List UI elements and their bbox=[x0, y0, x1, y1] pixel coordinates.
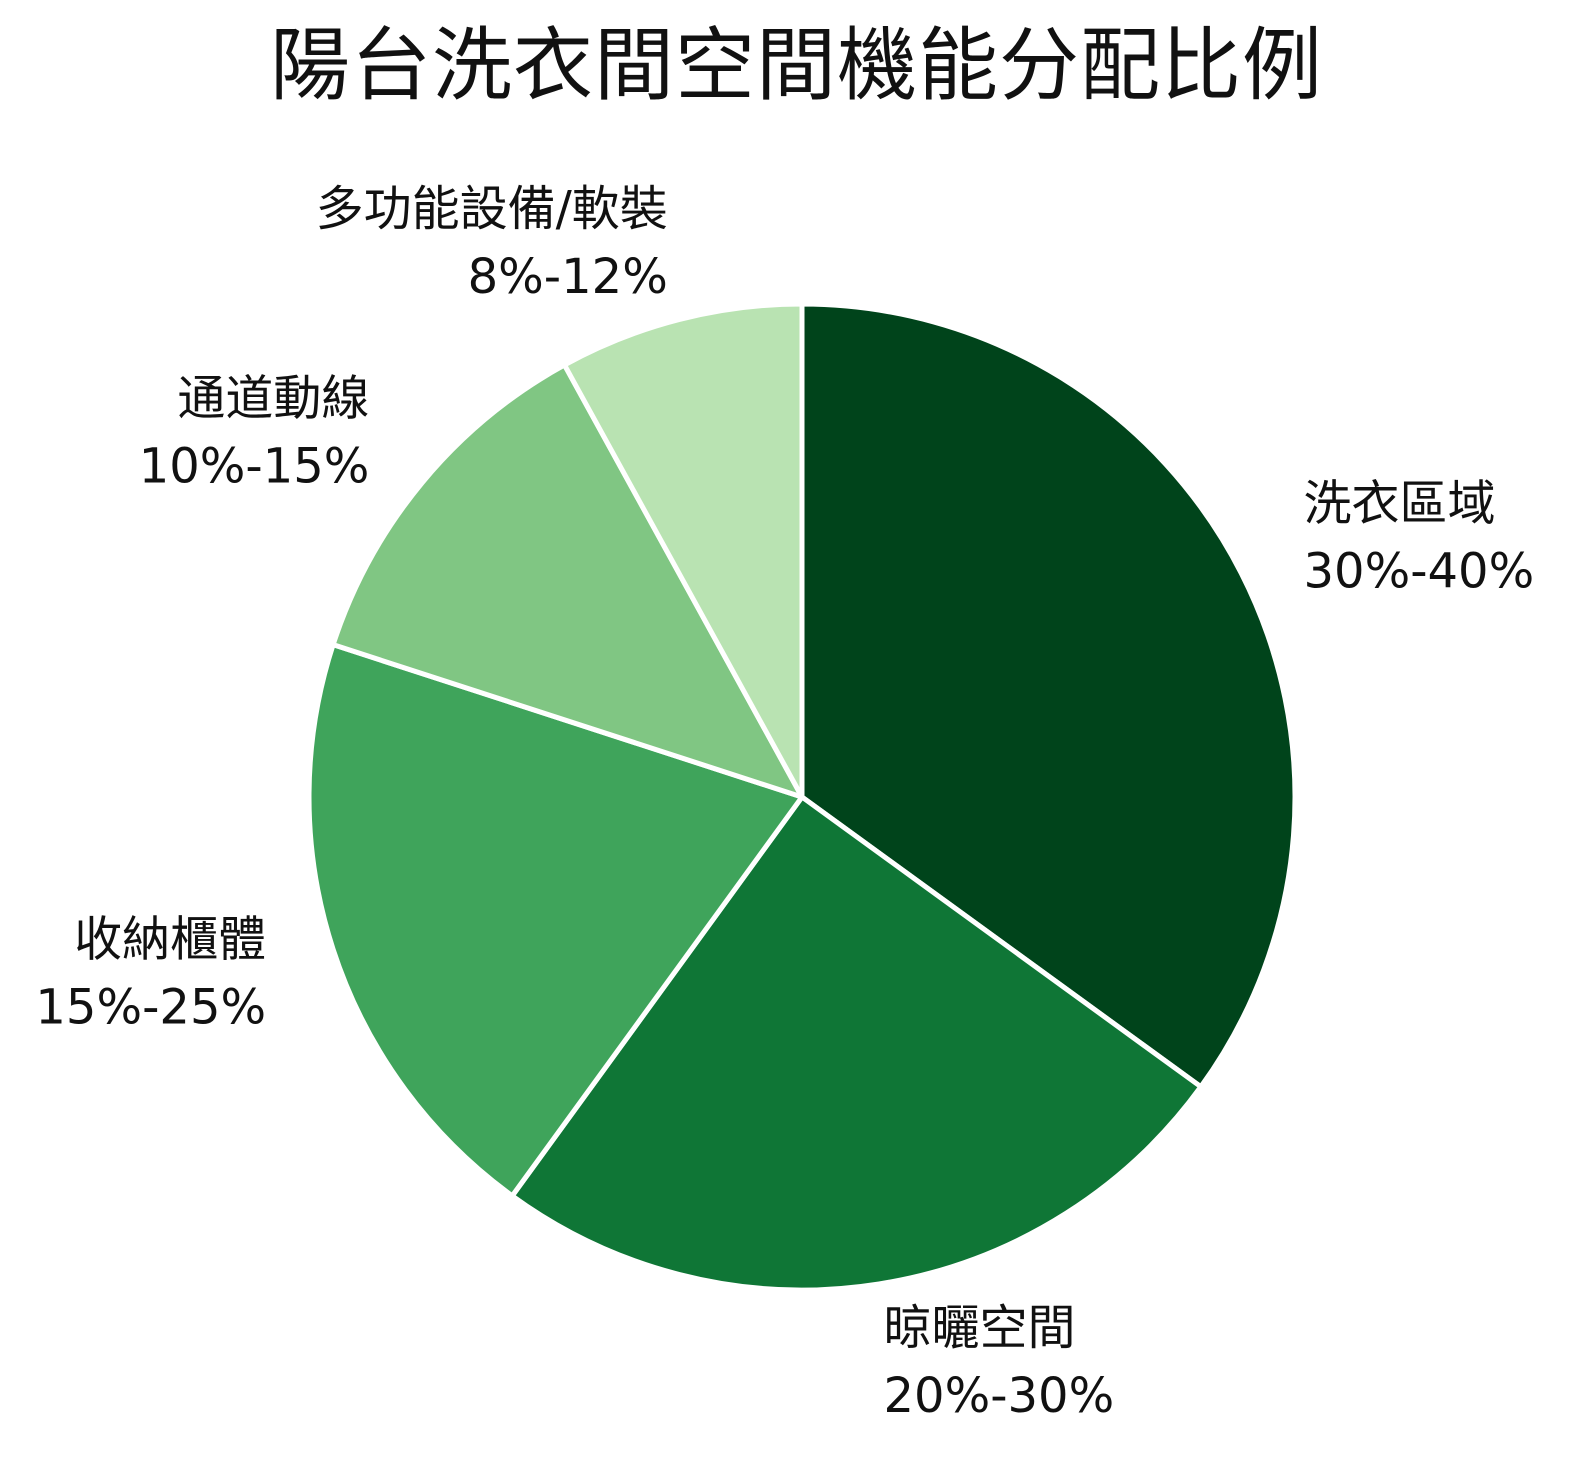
slice-range-label: 10%-15% bbox=[139, 439, 370, 495]
slice-label-5: 多功能設備/軟裝 8%-12% bbox=[316, 181, 668, 305]
pie-labels: 洗衣區域 30%-40% 晾曬空間 20%-30% 收納櫃體 15%-25% 通道動線 10%… bbox=[35, 181, 1534, 1424]
pie-slice-1 bbox=[799, 301, 1298, 1090]
slice-name-label: 晾曬空間 bbox=[884, 1300, 1076, 1356]
slice-label-3: 收納櫃體 15%-25% bbox=[35, 912, 266, 1036]
pie-slice-4 bbox=[330, 362, 805, 800]
pie-slice-3 bbox=[306, 642, 805, 1199]
slice-range-label: 15%-25% bbox=[35, 980, 266, 1036]
slice-range-label: 30%-40% bbox=[1304, 543, 1535, 599]
slice-name-label: 多功能設備/軟裝 bbox=[316, 181, 668, 237]
slice-label-2: 晾曬空間 20%-30% bbox=[884, 1300, 1115, 1424]
pie-slice-5 bbox=[562, 301, 805, 800]
slice-name-label: 洗衣區域 bbox=[1304, 475, 1496, 531]
slice-label-1: 洗衣區域 30%-40% bbox=[1304, 475, 1535, 599]
pie-slice-2 bbox=[509, 794, 1204, 1293]
chart-title: 陽台洗衣間空間機能分配比例 bbox=[270, 19, 1323, 112]
slice-name-label: 通道動線 bbox=[177, 371, 369, 427]
slice-range-label: 8%-12% bbox=[468, 249, 668, 305]
slice-name-label: 收納櫃體 bbox=[74, 912, 266, 968]
slice-label-4: 通道動線 10%-15% bbox=[139, 371, 370, 495]
pie-slices bbox=[306, 301, 1298, 1293]
slice-range-label: 20%-30% bbox=[884, 1368, 1115, 1424]
